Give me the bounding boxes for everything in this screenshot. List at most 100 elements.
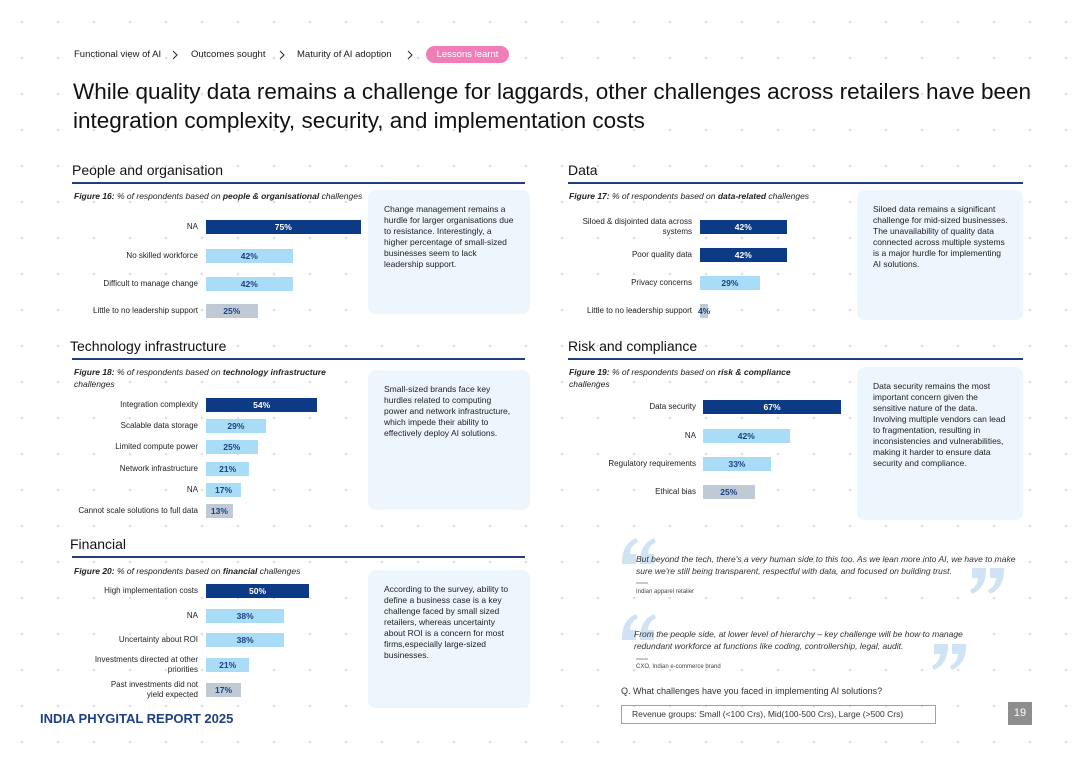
bar: [206, 304, 258, 318]
bar: [206, 633, 285, 647]
caption-part: risk & compliance: [717, 367, 791, 377]
section-heading: Data: [568, 162, 598, 178]
page-number: 19: [1008, 702, 1032, 725]
bar: [206, 504, 233, 518]
section-rule: [72, 358, 525, 360]
quote-text: From the people side, at lower level of …: [634, 629, 963, 651]
breadcrumb-item[interactable]: Functional view of AI: [74, 49, 162, 60]
value-label: 13%: [210, 506, 228, 516]
value-label: 42%: [734, 250, 752, 260]
caption-part: challenges: [257, 566, 301, 576]
caption-part: challenges: [569, 378, 610, 389]
insight-note: Change management remains a hurdle for l…: [368, 190, 530, 314]
bar: [206, 398, 318, 412]
bar: [206, 220, 361, 234]
bar: [206, 462, 250, 476]
category-label: Poor quality data: [631, 250, 692, 259]
breadcrumb-item[interactable]: Outcomes sought: [191, 49, 266, 60]
quote-source: CXO, Indian e-commerce brand: [636, 664, 721, 670]
category-label: Privacy concerns: [631, 278, 692, 287]
value-label: 50%: [248, 586, 266, 596]
category-label: NA: [186, 611, 198, 620]
breadcrumb-active[interactable]: Lessons learnt: [426, 46, 509, 63]
insight-note: According to the survey, ability to defi…: [368, 570, 530, 708]
caption-part: technology infrastructure: [222, 367, 326, 377]
bar: [206, 249, 293, 263]
value-label: 21%: [219, 464, 237, 474]
section-rule: [72, 182, 525, 184]
quote-text: But beyond the tech, there's a very huma…: [636, 554, 1016, 576]
bar: [703, 429, 790, 443]
figure-label: Figure 16:: [74, 191, 115, 201]
category-label: Regulatory requirements: [608, 459, 696, 468]
breadcrumb-chevron: [279, 50, 285, 60]
category-label: Difficult to manage change: [103, 279, 198, 288]
breadcrumb-item[interactable]: Maturity of AI adoption: [297, 49, 392, 60]
breadcrumb-chevron: [172, 50, 178, 60]
figure-caption: Figure 20: % of respondents based on fin…: [74, 566, 374, 578]
bar: [206, 683, 242, 697]
bar: [206, 658, 250, 672]
value-label: 25%: [720, 487, 738, 497]
bar: [700, 276, 760, 290]
section-rule: [568, 182, 1023, 184]
bar: [703, 400, 842, 414]
category-label: Investments directed at other priorities: [94, 655, 198, 674]
caption-part: % of respondents based on: [117, 367, 223, 377]
caption-part: challenges: [319, 191, 363, 201]
figure-caption: Figure 18: % of respondents based on tec…: [74, 367, 364, 390]
caption-part: financial: [222, 566, 258, 576]
value-label: 17%: [215, 685, 233, 695]
category-label: Little to no leadership support: [93, 306, 198, 315]
caption-part: % of respondents based on: [612, 367, 718, 377]
category-label: High implementation costs: [104, 586, 198, 595]
value-label: 33%: [728, 459, 746, 469]
bar: [206, 584, 309, 598]
page-title: While quality data remains a challenge f…: [73, 79, 1032, 133]
caption-part: % of respondents based on: [612, 191, 718, 201]
bar: [700, 248, 787, 262]
bar: [703, 485, 755, 499]
category-label: Uncertainty about ROI: [118, 635, 198, 644]
section-heading: Technology infrastructure: [70, 338, 227, 354]
category-label: Cannot scale solutions to full data: [78, 506, 198, 515]
insight-note: Siloed data remains a significant challe…: [857, 190, 1023, 320]
section-heading: Financial: [70, 536, 127, 552]
caption-part: challenges: [74, 378, 115, 389]
section-heading: Risk and compliance: [568, 338, 698, 354]
report-name: INDIA PHYGITAL REPORT 2025: [40, 711, 234, 726]
bar: [206, 419, 266, 433]
caption-part: people & organisational: [222, 191, 320, 201]
section-heading: People and organisation: [72, 162, 224, 178]
insight-note: Data security remains the most important…: [857, 367, 1023, 520]
bar: [703, 457, 771, 471]
quote-source: Indian apparel retailer: [636, 589, 695, 595]
breadcrumb-chevron: [407, 50, 413, 60]
figure-caption: Figure 16: % of respondents based on peo…: [74, 191, 364, 203]
value-label: 42%: [240, 251, 258, 261]
caption-part: data-related: [717, 191, 767, 201]
figure-label: Figure 19:: [569, 367, 610, 377]
figure-caption: Figure 19: % of respondents based on ris…: [569, 367, 819, 390]
value-label: 38%: [236, 611, 254, 621]
bar: [206, 440, 258, 454]
category-label: Integration complexity: [120, 400, 198, 409]
category-label: Siloed & disjointed data across systems: [582, 217, 692, 236]
insight-note: Small-sized brands face key hurdles rela…: [368, 370, 530, 510]
value-label: 25%: [223, 306, 241, 316]
value-label: 42%: [737, 431, 755, 441]
survey-question: Q. What challenges have you faced in imp…: [621, 686, 883, 696]
category-label: NA: [186, 222, 198, 231]
section-rule: [568, 358, 1023, 360]
caption-part: % of respondents based on: [117, 191, 223, 201]
value-label: 17%: [215, 485, 233, 495]
category-label: Past investments did not yield expected: [110, 680, 198, 699]
value-label: 29%: [721, 278, 739, 288]
quote-mark: [932, 644, 966, 670]
figure-label: Figure 18:: [74, 367, 115, 377]
value-label: 42%: [734, 222, 752, 232]
